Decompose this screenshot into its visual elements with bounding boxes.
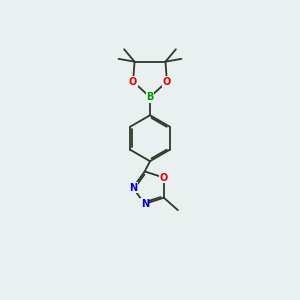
Text: O: O — [163, 77, 171, 87]
Text: B: B — [146, 92, 154, 102]
Text: O: O — [160, 173, 168, 183]
Text: N: N — [141, 199, 149, 209]
Text: O: O — [129, 77, 137, 87]
Text: N: N — [129, 183, 137, 193]
